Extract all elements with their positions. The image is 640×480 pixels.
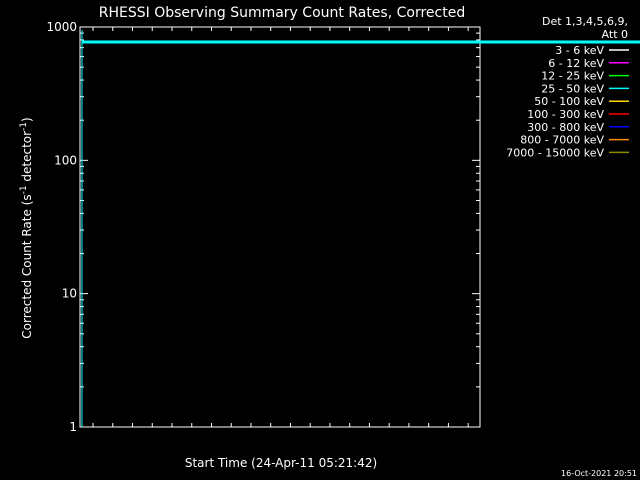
legend-label: 100 - 300 keV (527, 108, 604, 121)
legend-label: 7000 - 15000 keV (506, 146, 604, 159)
legend-label: 800 - 7000 keV (520, 134, 604, 147)
legend-header-line-2: Att 0 (602, 28, 628, 41)
legend-label: 50 - 100 keV (534, 95, 604, 108)
y-tick-label: 1000 (46, 20, 77, 34)
y-tick-label: 100 (54, 153, 77, 167)
legend-header-line-1: Det 1,3,4,5,6,9, (542, 15, 628, 28)
y-tick-label: 1 (69, 420, 77, 434)
y-axis-label: Corrected Count Rate (s-1 detector-1) (19, 117, 34, 338)
plot-frame (79, 26, 481, 428)
legend-label: 6 - 12 keV (548, 57, 604, 70)
legend-label: 300 - 800 keV (527, 121, 604, 134)
y-tick-label: 10 (62, 287, 77, 301)
chart-title: RHESSI Observing Summary Count Rates, Co… (99, 5, 465, 21)
footer-date: 16-Oct-2021 20:51 (561, 469, 637, 478)
overlay-layer: NF (81, 30, 640, 427)
legend-label: 3 - 6 keV (555, 44, 604, 57)
legend-label: 25 - 50 keV (541, 82, 604, 95)
legend-label: 12 - 25 keV (541, 70, 604, 83)
x-axis-label: Start Time (24-Apr-11 05:21:42) (185, 456, 377, 470)
axes-layer: 05:3005:4506:0006:1506:3006:4507:0011010… (46, 20, 480, 434)
